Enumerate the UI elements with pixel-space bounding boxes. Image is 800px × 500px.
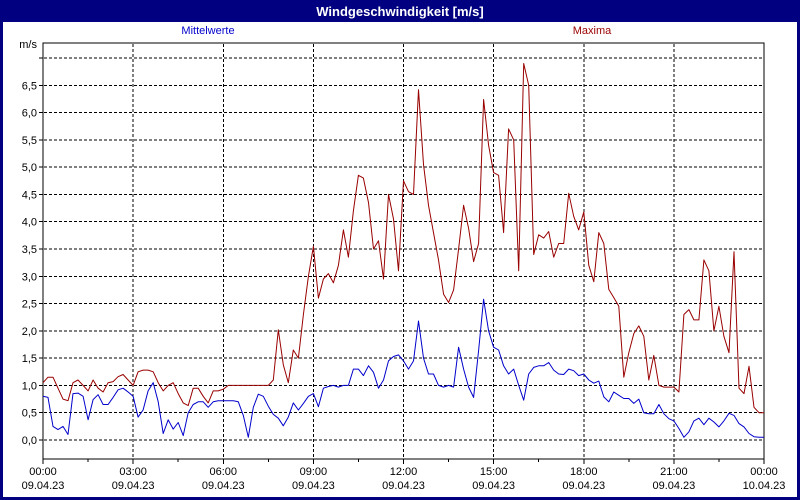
x-tick-date-label: 09.04.23 xyxy=(22,480,65,492)
x-tick-date-label: 10.04.23 xyxy=(743,480,786,492)
x-tick-time-label: 12:00 xyxy=(390,466,418,478)
y-tick-label: 4,0 xyxy=(22,217,37,229)
y-tick-label: 6,0 xyxy=(22,108,37,120)
x-tick-time-label: 15:00 xyxy=(480,466,508,478)
x-tick-time-label: 06:00 xyxy=(209,466,237,478)
chart-canvas: 0,0 0,5 1,0 1,5 2,0 2,5 3,0 3,5 4,0 4,5 5,0 5,5 6,0 6… xyxy=(22,42,786,492)
x-tick-date-label: 09.04.23 xyxy=(382,480,425,492)
series-line-mittelwerte xyxy=(42,298,764,438)
legend-label-maxima: Maxima xyxy=(572,25,612,37)
y-tick-label: 5,0 xyxy=(22,162,37,174)
y-tick-label: 4,5 xyxy=(22,189,37,201)
series-line-maxima xyxy=(42,63,764,414)
y-tick-label: 1,5 xyxy=(22,353,37,365)
x-tick-date-label: 09.04.23 xyxy=(112,480,155,492)
y-tick-label: 2,0 xyxy=(22,326,37,338)
y-tick-label: 3,0 xyxy=(22,271,37,283)
x-tick-date-label: 09.04.23 xyxy=(472,480,515,492)
x-tick-date-label: 09.04.23 xyxy=(202,480,245,492)
x-tick-time-label: 21:00 xyxy=(660,466,688,478)
x-tick-time-label: 09:00 xyxy=(300,466,328,478)
x-tick-time-label: 00:00 xyxy=(29,466,57,478)
y-tick-label: 5,5 xyxy=(22,135,37,147)
x-tick-time-label: 03:00 xyxy=(119,466,147,478)
chart-title: Windgeschwindigkeit [m/s] xyxy=(316,3,484,19)
y-tick-label: 0,5 xyxy=(22,408,37,420)
y-tick-label: 0,0 xyxy=(22,435,37,447)
y-axis-unit-label: m/s xyxy=(19,39,37,51)
x-tick-time-label: 00:00 xyxy=(750,466,778,478)
x-tick-time-label: 18:00 xyxy=(570,466,598,478)
y-tick-label: 2,5 xyxy=(22,299,37,311)
y-tick-label: 1,0 xyxy=(22,380,37,392)
y-tick-label: 3,5 xyxy=(22,244,37,256)
title-bar: Windgeschwindigkeit [m/s] xyxy=(3,0,797,22)
legend-label-mittelwerte: Mittelwerte xyxy=(181,25,235,37)
x-tick-date-label: 09.04.23 xyxy=(562,480,605,492)
x-tick-date-label: 09.04.23 xyxy=(652,480,695,492)
y-tick-label: 6,5 xyxy=(22,80,37,92)
x-tick-date-label: 09.04.23 xyxy=(292,480,335,492)
